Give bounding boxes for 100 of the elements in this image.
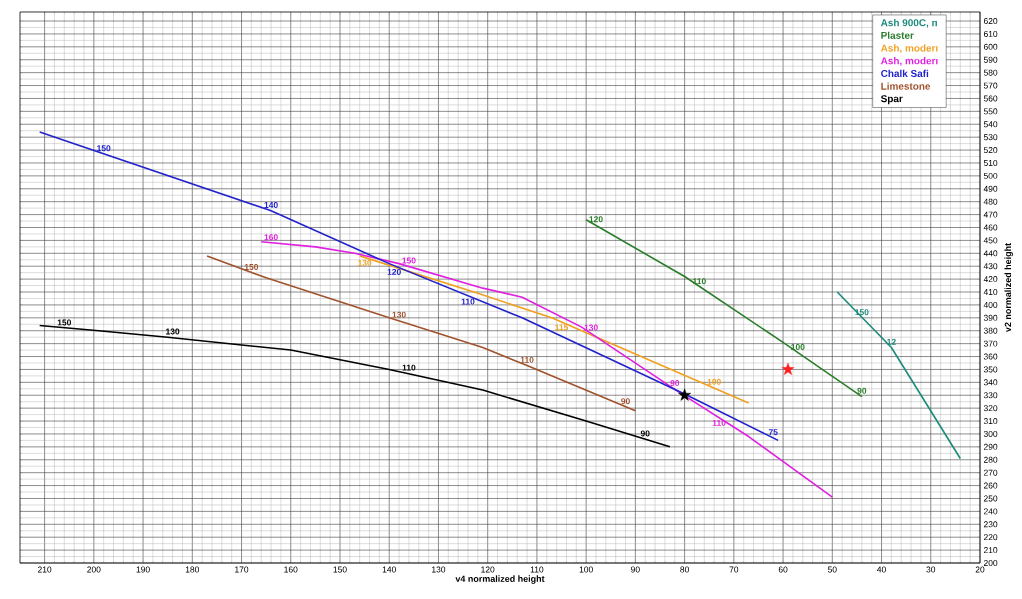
y-tick-label: 290 (983, 443, 998, 450)
x-tick-label: 160 (284, 566, 298, 573)
text: Plaster (881, 31, 914, 39)
y-axis-title: v2 normalized height (1004, 243, 1013, 333)
y-tick-label: 210 (983, 547, 998, 554)
y-tick-label: 320 (983, 405, 998, 412)
y-tick-label: 580 (983, 69, 998, 76)
annotation: 110 (693, 278, 706, 285)
y-tick-label: 250 (983, 495, 998, 502)
x-tick-label: 130 (432, 566, 446, 573)
x-tick-label: 180 (185, 566, 200, 573)
x-tick-label: 80 (680, 566, 689, 573)
y-tick-label: 260 (983, 482, 998, 489)
y-tick-label: 610 (983, 30, 998, 37)
annotation: 130 (166, 328, 180, 335)
x-tick-label: 60 (778, 566, 788, 573)
y-tick-label: 390 (983, 314, 998, 321)
y-tick-label: 310 (983, 418, 998, 425)
y-tick-label: 240 (983, 508, 998, 515)
y-tick-label: 280 (983, 456, 998, 463)
x-tick-label: 170 (235, 566, 249, 573)
y-tick-label: 590 (983, 56, 998, 63)
y-tick-label: 350 (983, 366, 998, 373)
x-tick-label: 40 (877, 566, 886, 573)
y-tick-label: 470 (983, 211, 998, 218)
y-tick-label: 230 (983, 521, 998, 528)
y-tick-label: 420 (983, 276, 998, 283)
x-tick-label: 210 (37, 566, 52, 573)
annotation: 140 (264, 202, 278, 209)
y-tick-label: 200 (983, 560, 998, 566)
annotation: 120 (387, 268, 401, 275)
y-tick-label: 540 (983, 121, 998, 128)
x-tick-label: 70 (729, 566, 739, 573)
annotation: 90 (670, 380, 680, 387)
x-tick-label: 100 (579, 566, 593, 573)
y-tick-label: 300 (983, 430, 998, 437)
y-tick-label: 510 (983, 159, 998, 166)
x-tick-label: 110 (530, 566, 544, 573)
text: Limestone (881, 82, 931, 90)
x-tick-label: 140 (382, 566, 396, 573)
text: Spar (880, 95, 903, 105)
y-tick-label: 450 (983, 237, 998, 244)
y-tick-label: 400 (983, 301, 998, 308)
annotation: 90 (621, 398, 630, 405)
annotation: 75 (768, 429, 778, 436)
y-tick-label: 490 (983, 185, 998, 192)
y-tick-label: 410 (983, 289, 998, 296)
x-tick-label: 200 (87, 566, 101, 573)
line-series (38, 131, 779, 442)
annotation: 110 (520, 356, 534, 363)
annotation: 150 (97, 145, 111, 152)
annotation: 160 (264, 234, 278, 241)
y-tick-label: 380 (983, 327, 998, 334)
y-tick-label: 550 (983, 108, 998, 115)
y-tick-label: 460 (983, 224, 998, 231)
annotation: 115 (555, 324, 569, 331)
line-series (38, 324, 671, 448)
x-tick-label: 190 (136, 566, 150, 573)
annotation: 150 (402, 257, 416, 264)
x-tick-label: 120 (481, 566, 495, 573)
annotation: 120 (589, 216, 603, 223)
x-tick-label: 150 (333, 566, 347, 573)
x-tick-label: 30 (926, 566, 936, 573)
line-series (358, 255, 750, 404)
annotation: 12 (887, 338, 896, 345)
y-tick-label: 430 (983, 263, 998, 270)
annotation: 130 (584, 324, 598, 331)
x-tick-label: 90 (631, 566, 640, 573)
y-tick-label: 220 (983, 534, 998, 541)
x-axis-title: v4 normalized height (455, 575, 545, 584)
annotation: 90 (640, 430, 650, 437)
annotation: 110 (461, 298, 475, 305)
text: Ash, moderı (880, 57, 938, 66)
y-tick-label: 570 (983, 82, 998, 89)
y-tick-label: 500 (983, 172, 998, 179)
annotation: 100 (707, 378, 721, 385)
y-tick-label: 520 (983, 147, 998, 154)
annotation: 130 (358, 259, 372, 266)
line-series (260, 240, 834, 498)
y-tick-label: 330 (983, 392, 998, 399)
annotation: 150 (244, 263, 259, 270)
text: Ash, moderı (880, 44, 938, 54)
y-tick-label: 340 (983, 379, 998, 386)
x-tick-label: 20 (975, 566, 985, 573)
annotation: 150 (57, 319, 72, 326)
y-tick-label: 480 (983, 198, 998, 205)
line-series (206, 255, 637, 412)
text: Ash 900C, п (880, 18, 937, 28)
y-tick-label: 530 (983, 134, 998, 141)
y-tick-label: 360 (983, 353, 998, 360)
x-tick-label: 50 (827, 566, 837, 573)
y-tick-label: 560 (983, 95, 998, 102)
annotation: 100 (791, 343, 805, 350)
y-tick-label: 270 (983, 469, 998, 476)
text: Chalk Safi (881, 69, 929, 78)
annotation: 130 (392, 311, 406, 318)
y-tick-label: 440 (983, 250, 998, 257)
y-tick-label: 370 (983, 340, 998, 347)
y-tick-label: 620 (983, 18, 998, 25)
y-tick-label: 600 (983, 43, 998, 50)
